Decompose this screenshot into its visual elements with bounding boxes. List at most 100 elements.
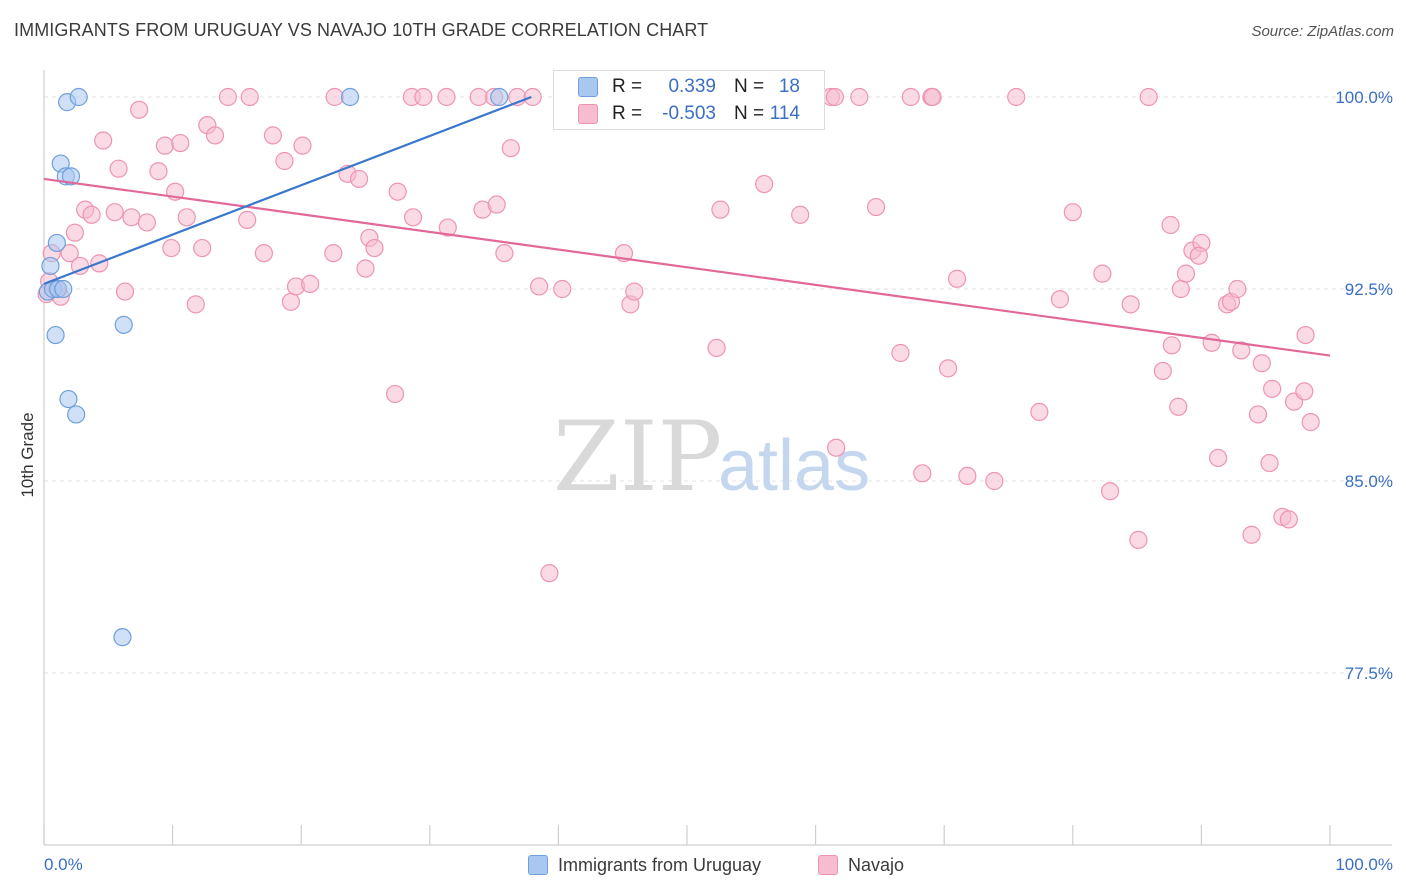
navajo-point: [149, 162, 168, 181]
navajo-point: [958, 466, 977, 485]
navajo-point: [365, 238, 384, 258]
stats-legend: R = 0.339 N = 18 R = -0.503 N = 114: [553, 70, 825, 130]
navajo-point: [1139, 87, 1158, 107]
y-tick-label: 77.5%: [1345, 664, 1393, 683]
uruguay-point: [340, 87, 360, 107]
uruguay-points: [38, 87, 509, 647]
navajo-point: [707, 338, 726, 357]
n-value: 18: [778, 76, 800, 97]
navajo-point: [1296, 325, 1315, 345]
navajo-point: [162, 238, 181, 258]
navajo-point: [827, 438, 846, 457]
navajo-point: [825, 87, 844, 107]
navajo-point: [1189, 246, 1208, 265]
navajo-point: [1301, 413, 1320, 432]
navajo-point: [850, 87, 869, 107]
uruguay-point: [47, 233, 66, 253]
r-label: R =: [612, 76, 643, 97]
legend-item-navajo[interactable]: Navajo: [818, 852, 904, 878]
navajo-point: [171, 133, 190, 153]
navajo-point: [325, 87, 344, 107]
navajo-point: [155, 136, 174, 155]
navajo-point: [82, 205, 101, 224]
navajo-point: [254, 244, 274, 263]
trend-lines: [43, 95, 1331, 357]
uruguay-point: [69, 87, 88, 107]
navajo-point: [130, 100, 149, 119]
navajo-point: [947, 269, 967, 288]
navajo-point: [1162, 336, 1181, 355]
stats-row-navajo: R = -0.503 N = 114: [554, 100, 824, 128]
r-value: -0.503: [662, 103, 716, 124]
navajo-point: [913, 464, 932, 483]
navajo-point: [487, 195, 506, 214]
navajo-point: [1050, 290, 1070, 309]
uruguay-trend-line: [43, 95, 532, 285]
legend-label-uruguay: Immigrants from Uruguay: [558, 854, 762, 875]
navajo-point: [60, 244, 79, 263]
navajo-point: [1263, 379, 1282, 398]
navajo-point: [193, 238, 212, 258]
navajo-point: [1121, 295, 1140, 314]
uruguay-point: [41, 256, 60, 276]
navajo-swatch: [578, 104, 598, 124]
uruguay-point: [113, 628, 132, 647]
navajo-point: [1232, 341, 1251, 360]
navajo-point: [403, 208, 423, 227]
navajo-point: [1202, 333, 1221, 352]
navajo-legend-swatch: [818, 855, 838, 875]
navajo-point: [109, 159, 128, 178]
navajo-point: [240, 87, 259, 107]
n-label: N =: [734, 103, 765, 124]
navajo-point: [1129, 530, 1148, 549]
navajo-trend-line: [43, 177, 1331, 357]
source-label: Source: ZipAtlas.com: [1251, 23, 1394, 40]
y-axis-label: 10th Grade: [18, 412, 37, 497]
navajo-point: [1161, 215, 1180, 235]
navajo-point: [540, 564, 559, 583]
navajo-point: [438, 218, 457, 237]
navajo-point: [1242, 525, 1261, 544]
series-legend: Immigrants from Uruguay Navajo: [0, 852, 1406, 878]
uruguay-point: [54, 279, 73, 299]
navajo-point: [115, 282, 135, 301]
navajo-point: [891, 343, 910, 363]
legend-item-uruguay[interactable]: Immigrants from Uruguay: [528, 852, 761, 878]
navajo-point: [866, 197, 886, 217]
axes: [43, 70, 1392, 846]
navajo-point: [523, 87, 542, 107]
navajo-point: [238, 210, 257, 229]
navajo-point: [553, 279, 572, 299]
y-tick-label: 85.0%: [1345, 472, 1393, 491]
navajo-point: [755, 174, 774, 194]
navajo-point: [1171, 279, 1190, 299]
navajo-point: [1153, 361, 1172, 381]
uruguay-point: [67, 405, 86, 424]
navajo-point: [1093, 264, 1112, 283]
navajo-point: [349, 169, 369, 189]
navajo-point: [105, 203, 124, 222]
navajo-point: [218, 87, 237, 107]
navajo-point: [495, 244, 514, 263]
legend-label-navajo: Navajo: [848, 854, 905, 875]
y-tick-label: 100.0%: [1335, 88, 1393, 107]
navajo-point: [356, 259, 375, 278]
uruguay-legend-swatch: [528, 855, 548, 875]
navajo-point: [205, 126, 225, 145]
navajo-point: [625, 282, 644, 301]
uruguay-point: [61, 167, 81, 186]
navajo-point: [437, 87, 456, 107]
navajo-point: [1248, 405, 1268, 424]
navajo-point: [137, 213, 156, 232]
stats-row-uruguay: R = 0.339 N = 18: [554, 73, 824, 101]
navajo-point: [469, 87, 488, 107]
uruguay-point: [59, 389, 78, 409]
navajo-point: [530, 277, 549, 296]
navajo-point: [1295, 382, 1314, 401]
n-label: N =: [734, 76, 765, 97]
axis-ticks: 100.0% 92.5% 85.0% 77.5% 0.0% 100.0%: [44, 88, 1393, 874]
navajo-point: [791, 205, 810, 224]
navajo-point: [275, 151, 294, 171]
navajo-point: [122, 208, 141, 227]
